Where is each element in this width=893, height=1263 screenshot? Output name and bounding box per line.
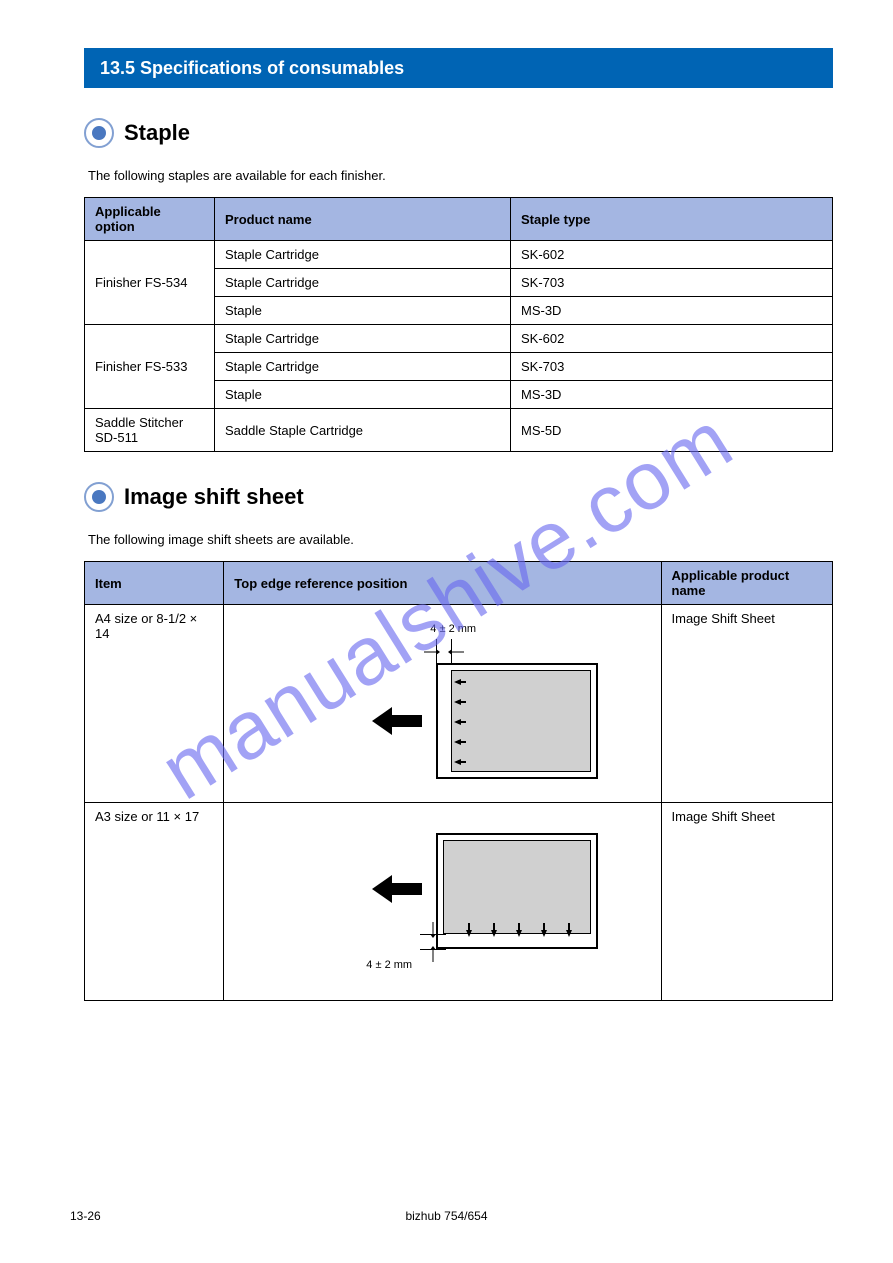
inner-arrows-icon: [464, 923, 584, 937]
footer: bizhub 754/654: [0, 1209, 893, 1223]
col-ref: Top edge reference position: [224, 562, 661, 605]
bullet-icon: [84, 482, 114, 512]
cell-type: SK-703: [511, 353, 833, 381]
title-bar-text: 13.5 Specifications of consumables: [100, 58, 404, 79]
section-header: Image shift sheet: [84, 482, 833, 512]
staple-table: Applicable option Product name Staple ty…: [84, 197, 833, 452]
section-title: Staple: [124, 120, 190, 146]
section-image-shift: Image shift sheet The following image sh…: [84, 482, 833, 1001]
figure-vertical: 4 ± 2 mm: [224, 605, 660, 801]
col-item: Item: [85, 562, 224, 605]
cell-type: SK-602: [511, 325, 833, 353]
cell-prod: Image Shift Sheet: [661, 605, 832, 803]
cell-type: MS-5D: [511, 409, 833, 452]
cell-figure: 4 ± 2 mm: [224, 605, 661, 803]
cell-type: MS-3D: [511, 297, 833, 325]
table-header-row: Item Top edge reference position Applica…: [85, 562, 833, 605]
cell-name: Staple Cartridge: [215, 325, 511, 353]
cell-prod: Image Shift Sheet: [661, 803, 832, 1001]
page: 13.5 Specifications of consumables Stapl…: [0, 0, 893, 1263]
cell-name: Staple: [215, 381, 511, 409]
table-row: Saddle Stitcher SD-511 Saddle Staple Car…: [85, 409, 833, 452]
section-desc: The following image shift sheets are ava…: [88, 532, 833, 547]
section-header: Staple: [84, 118, 833, 148]
image-shift-table: Item Top edge reference position Applica…: [84, 561, 833, 1001]
table-row: Finisher FS-534 Staple Cartridge SK-602: [85, 241, 833, 269]
cell-item: A4 size or 8-1/2 × 14: [85, 605, 224, 803]
col-type: Staple type: [511, 198, 833, 241]
cell-name: Staple: [215, 297, 511, 325]
section-title: Image shift sheet: [124, 484, 304, 510]
figure-horizontal: 4 ± 2 mm: [224, 803, 660, 999]
bullet-icon: [84, 118, 114, 148]
cell-name: Staple Cartridge: [215, 241, 511, 269]
cell-item: A3 size or 11 × 17: [85, 803, 224, 1001]
table-header-row: Applicable option Product name Staple ty…: [85, 198, 833, 241]
col-option: Applicable option: [85, 198, 215, 241]
dim-label: 4 ± 2 mm: [430, 623, 476, 635]
inner-arrows-icon: [454, 677, 468, 767]
table-row: A4 size or 8-1/2 × 14 4 ± 2 mm: [85, 605, 833, 803]
sheet-inner: [451, 670, 591, 772]
cell-option: Finisher FS-533: [85, 325, 215, 409]
dim-label: 4 ± 2 mm: [366, 959, 412, 971]
cell-name: Staple Cartridge: [215, 353, 511, 381]
col-prod: Applicable product name: [661, 562, 832, 605]
cell-name: Saddle Staple Cartridge: [215, 409, 511, 452]
section-desc: The following staples are available for …: [88, 168, 833, 183]
sheet-inner: [443, 840, 591, 934]
dim-arrows-icon: [424, 647, 464, 657]
section-staple: Staple The following staples are availab…: [84, 118, 833, 452]
cell-name: Staple Cartridge: [215, 269, 511, 297]
cell-option: Finisher FS-534: [85, 241, 215, 325]
dim-arrows-icon: [428, 922, 438, 962]
cell-option: Saddle Stitcher SD-511: [85, 409, 215, 452]
table-row: Finisher FS-533 Staple Cartridge SK-602: [85, 325, 833, 353]
col-product: Product name: [215, 198, 511, 241]
cell-type: MS-3D: [511, 381, 833, 409]
cell-figure: 4 ± 2 mm: [224, 803, 661, 1001]
feed-arrow-icon: [372, 707, 422, 735]
table-row: A3 size or 11 × 17: [85, 803, 833, 1001]
feed-arrow-icon: [372, 875, 422, 903]
title-bar: 13.5 Specifications of consumables: [84, 48, 833, 88]
cell-type: SK-703: [511, 269, 833, 297]
cell-type: SK-602: [511, 241, 833, 269]
